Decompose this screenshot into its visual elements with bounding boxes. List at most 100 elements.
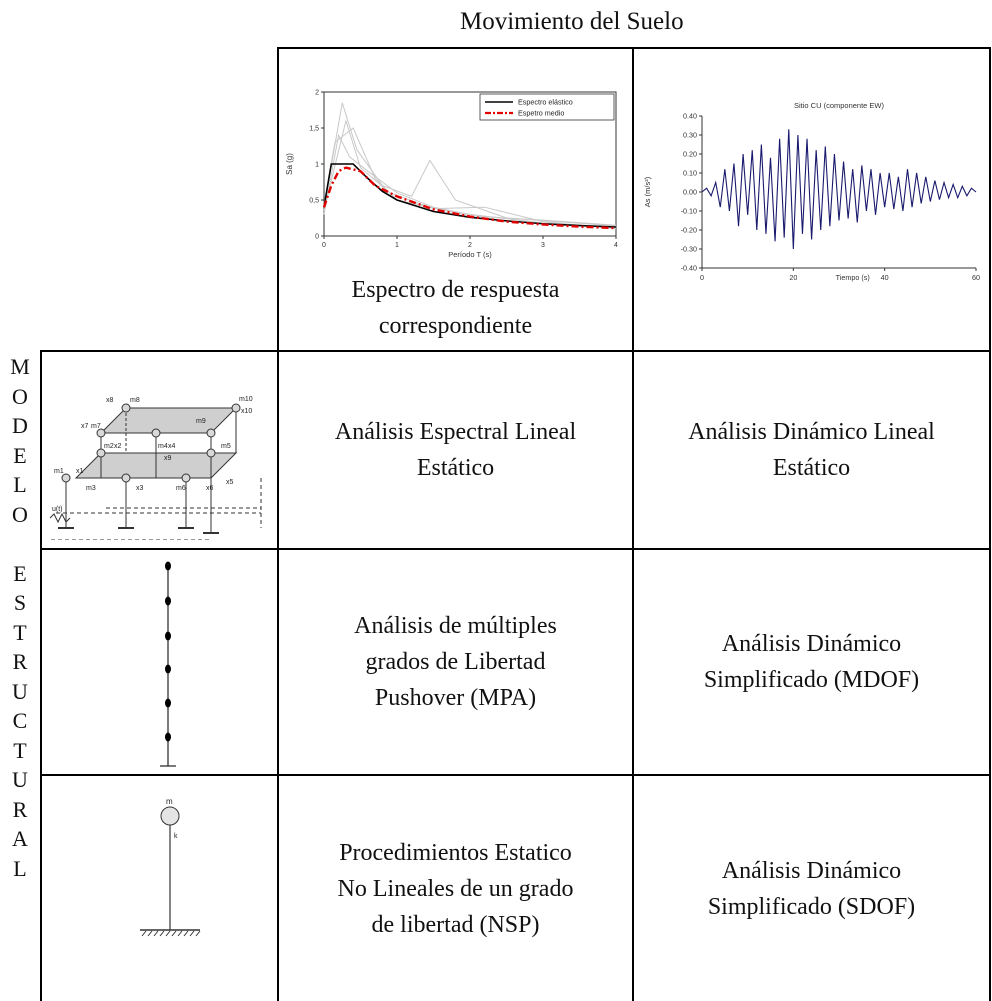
table-border-left-top xyxy=(277,48,279,351)
side-label-letter: O xyxy=(12,501,28,527)
table-border-left xyxy=(40,351,42,1001)
label-x2: x2 xyxy=(114,443,122,450)
x-tick-label: 3 xyxy=(541,242,545,249)
y-tick-label: 0.20 xyxy=(683,150,697,159)
row2-dynamic-cell: Análisis Dinámico Simplificado (MDOF) xyxy=(634,550,989,774)
label-x1: x1 xyxy=(76,468,84,475)
side-label-letter xyxy=(8,529,32,559)
row1-static-cell: Análisis Espectral Lineal Estático xyxy=(279,352,632,548)
y-tick-label: 2 xyxy=(315,90,319,97)
chart-title: Sitio CU (componente EW) xyxy=(794,101,885,110)
x-axis-label: Tiempo (s) xyxy=(836,273,870,282)
y-tick-label: -0.20 xyxy=(681,226,697,235)
y-tick-label: 0,5 xyxy=(309,198,319,205)
3d-frame-diagram: m8 m10 m7 m1 m2 m4 m3 m6 m5 m9 x8 x10 x1… xyxy=(49,396,262,540)
row3-static-cell: Procedimientos Estatico No Lineales de u… xyxy=(279,776,632,1001)
label-x6: x6 xyxy=(206,485,214,492)
x-tick-label: 2 xyxy=(468,242,472,249)
y-tick-label: 0.40 xyxy=(683,112,697,121)
mdof-stick-diagram xyxy=(160,561,176,767)
row1-dynamic-line2: Estático xyxy=(772,455,851,481)
label-m10: m10 xyxy=(239,396,253,403)
table-divider-col2 xyxy=(632,48,634,1001)
label-sdof-mass: m xyxy=(166,797,173,806)
label-m9: m9 xyxy=(196,418,206,425)
row3-dynamic-line2: Simplificado (SDOF) xyxy=(707,893,916,920)
x-tick-label: 20 xyxy=(789,273,797,282)
upper-slab xyxy=(99,407,238,434)
side-label-letter: D xyxy=(12,413,28,438)
y-tick-label: 0.00 xyxy=(683,188,697,197)
ground-motion-header: Movimiento del Suelo xyxy=(460,8,684,35)
row2-dynamic-line2: Simplificado (MDOF) xyxy=(703,667,920,693)
side-label-letter: E xyxy=(13,560,27,586)
label-m2: m2 xyxy=(104,443,114,450)
row1-static-line2: Estático xyxy=(416,455,495,481)
label-x10: x10 xyxy=(241,408,252,415)
spectrum-caption: Espectro de respuesta correspondiente xyxy=(279,268,632,348)
table-row-line-2 xyxy=(40,548,991,550)
side-label-letter: C xyxy=(12,708,28,733)
row2-static-cell: Análisis de múltiples grados de Libertad… xyxy=(279,550,632,774)
row3-dynamic-cell: Análisis Dinámico Simplificado (SDOF) xyxy=(634,776,989,1001)
label-m1: m1 xyxy=(54,468,64,475)
row1-dynamic-cell: Análisis Dinámico Lineal Estático xyxy=(634,352,989,548)
record-spectrum-line xyxy=(323,127,617,226)
legend-label: Espectro elástico xyxy=(518,98,573,107)
row2-static-line1: Análisis de múltiples xyxy=(354,613,557,639)
x-tick-label: 1 xyxy=(395,242,399,249)
side-label-letter: O xyxy=(12,383,28,409)
label-x3: x3 xyxy=(136,485,144,492)
row3-static-line3: de libertad (NSP) xyxy=(371,911,540,938)
side-label-letter: U xyxy=(12,767,28,792)
ground-spring-icon xyxy=(49,512,71,524)
y-tick-label: -0.30 xyxy=(681,245,697,254)
sdof-diagram: m k xyxy=(140,797,201,937)
row2-static-line2: grados de Libertad xyxy=(365,649,546,675)
y-tick-label: 1,5 xyxy=(309,126,319,133)
table-border-top xyxy=(277,47,991,49)
row1-dynamic-line1: Análisis Dinámico Lineal xyxy=(688,419,935,445)
label-m5: m5 xyxy=(221,443,231,450)
legend-box xyxy=(479,93,615,121)
legend-label: Espetro medio xyxy=(518,109,564,118)
y-tick-label: -0.40 xyxy=(681,264,697,273)
row2-dynamic-line1: Análisis Dinámico xyxy=(721,631,902,657)
accelerogram-chart: Sitio CU (componente EW) 0.40 0.30 0.20 0.10… xyxy=(643,101,980,282)
side-label-letter: S xyxy=(13,590,27,615)
y-tick-label: 0 xyxy=(315,234,319,241)
side-label-letter: L xyxy=(13,472,27,497)
y-tick-label: 0.30 xyxy=(683,131,697,140)
x-tick-label: 0 xyxy=(700,273,704,282)
side-label-letter: R xyxy=(12,649,28,674)
label-m4: m4 xyxy=(158,443,168,450)
ground-hatch-icon xyxy=(141,930,201,937)
label-m3: m3 xyxy=(86,485,96,492)
side-label-letter: E xyxy=(13,442,27,468)
side-label-letter: T xyxy=(13,737,27,763)
record-spectrum-line xyxy=(323,102,617,227)
side-label-letter: L xyxy=(13,855,27,881)
side-label-letter: R xyxy=(12,796,28,822)
y-tick-label: 0.10 xyxy=(683,169,697,178)
x-tick-label: 40 xyxy=(881,273,889,282)
y-tick-label: 1 xyxy=(315,162,319,169)
x-axis-label: Período T (s) xyxy=(448,250,492,259)
side-label-letter: T xyxy=(13,619,27,645)
label-ground-motion: u(t) xyxy=(52,506,63,513)
spectrum-caption-line1: Espectro de respuesta xyxy=(351,277,560,303)
table-divider-col1 xyxy=(277,351,279,1001)
side-label-letter: M xyxy=(10,354,30,379)
side-label-letter: A xyxy=(12,826,28,851)
label-x9: x9 xyxy=(164,455,172,462)
row3-static-line2: No Lineales de un grado xyxy=(337,875,574,902)
x-tick-label: 4 xyxy=(614,242,618,249)
label-m7: m7 xyxy=(91,423,101,430)
row1-static-line1: Análisis Espectral Lineal xyxy=(334,419,577,445)
y-axis-label: As (m/s²) xyxy=(643,176,652,207)
y-tick-label: -0.10 xyxy=(681,207,697,216)
row3-static-line1: Procedimientos Estatico xyxy=(339,839,572,866)
series-line-mean xyxy=(322,166,617,230)
